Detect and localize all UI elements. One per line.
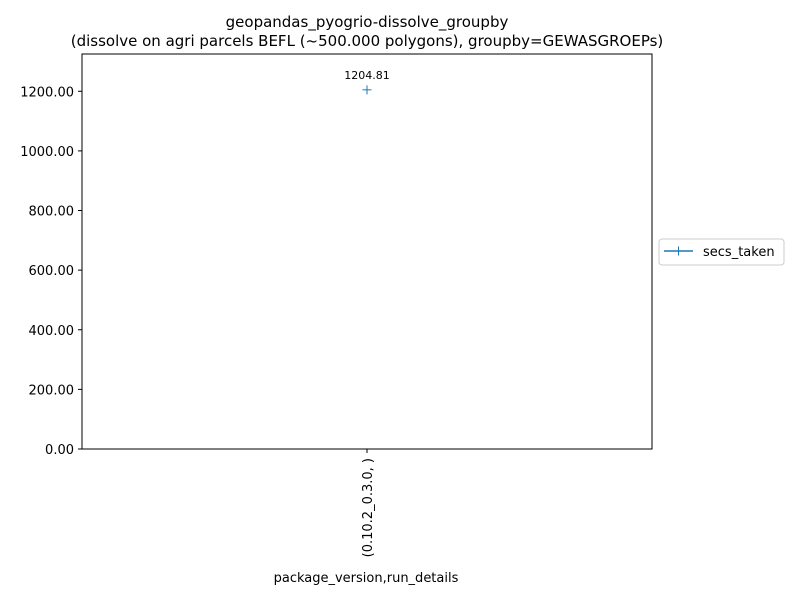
data-point (362, 85, 372, 95)
x-axis: (0.10.2_0.3.0, ) (361, 449, 376, 557)
chart-title: geopandas_pyogrio-dissolve_groupby (226, 13, 509, 32)
chart-subtitle: (dissolve on agri parcels BEFL (~500.000… (71, 32, 664, 50)
legend-label-secs-taken: secs_taken (703, 245, 775, 260)
y-tick-label: 1000.00 (20, 145, 74, 160)
legend: secs_taken (658, 238, 785, 266)
y-axis: 0.00 200.00 400.00 600.00 800.00 1000.00 1200.… (20, 85, 82, 458)
y-tick-label: 1200.00 (20, 85, 74, 100)
data-label: 1204.81 (344, 69, 390, 82)
plot-area (81, 53, 653, 450)
series-layer: 1204.81 (344, 69, 390, 95)
y-tick-label: 600.00 (29, 264, 75, 279)
x-tick-label: (0.10.2_0.3.0, ) (361, 458, 376, 557)
y-tick-label: 800.00 (29, 205, 75, 220)
y-tick-label: 200.00 (29, 383, 75, 398)
y-tick-label: 400.00 (29, 324, 75, 339)
x-axis-label: package_version,run_details (274, 571, 459, 586)
y-tick-label: 0.00 (45, 443, 74, 458)
legend-frame (658, 238, 785, 266)
